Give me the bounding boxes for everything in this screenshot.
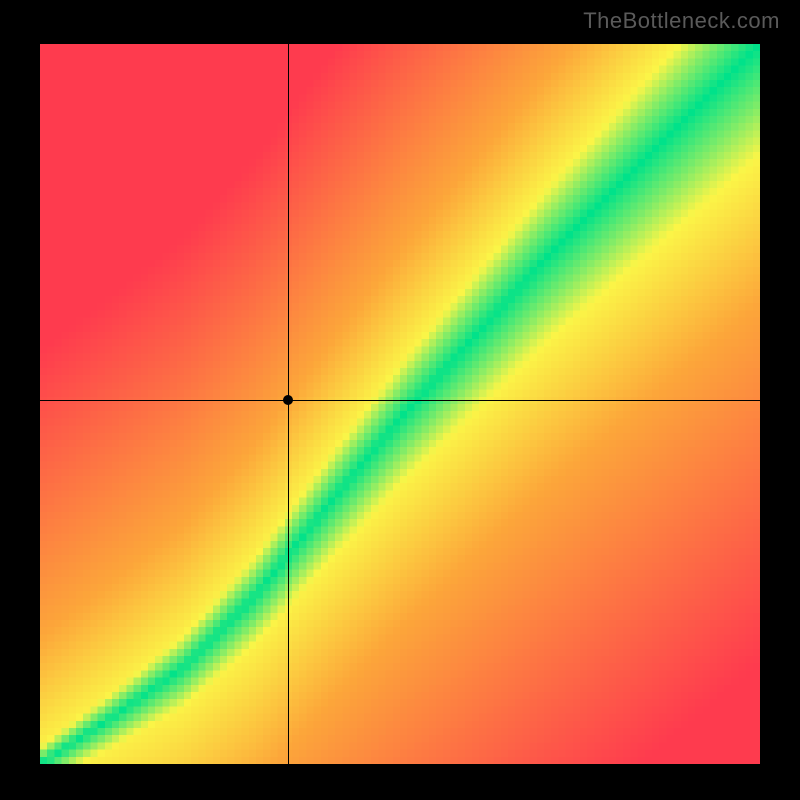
bottleneck-heatmap (40, 44, 760, 764)
crosshair-horizontal (40, 400, 760, 401)
watermark-text: TheBottleneck.com (583, 8, 780, 34)
data-point-marker (283, 395, 293, 405)
heatmap-canvas (40, 44, 760, 764)
